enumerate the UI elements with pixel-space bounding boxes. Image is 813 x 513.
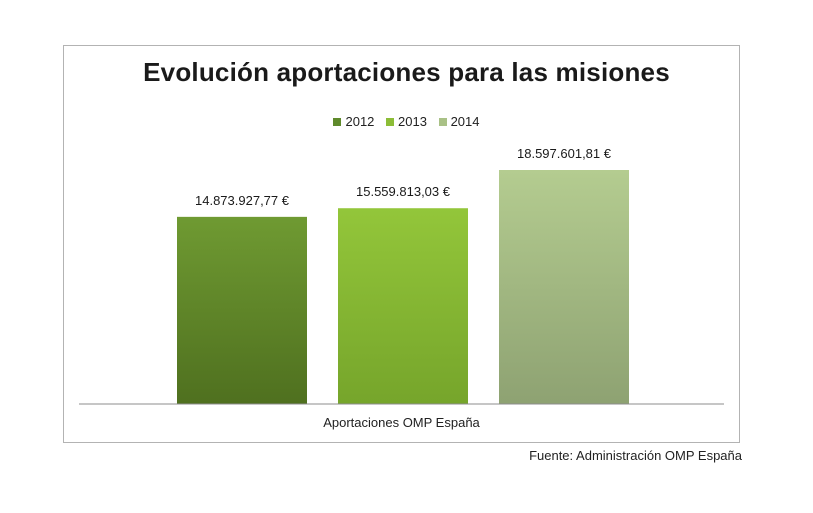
bar-2013 [338, 208, 468, 404]
source-note: Fuente: Administración OMP España [529, 448, 742, 463]
data-label-2012: 14.873.927,77 € [195, 193, 290, 208]
labels-group: 14.873.927,77 € 15.559.813,03 € 18.597.601… [195, 146, 612, 208]
legend-swatch-2014 [438, 118, 447, 127]
legend: 2012 2013 2014 [0, 113, 813, 129]
legend-item-2014: 2014 [438, 114, 480, 130]
bar-2014 [499, 170, 629, 404]
bar-2012 [177, 216, 307, 404]
category-label: Aportaciones OMP España [323, 415, 480, 430]
bars-group [177, 170, 629, 404]
data-label-2013: 15.559.813,03 € [356, 184, 451, 199]
legend-label-2014: 2014 [450, 114, 480, 130]
legend-label-2013: 2013 [398, 114, 427, 130]
chart-title: Evolución aportaciones para las misiones [143, 57, 670, 87]
legend-label-2012: 2012 [345, 114, 375, 130]
legend-swatch-2013 [386, 118, 395, 127]
legend-item-2013: 2013 [386, 114, 427, 129]
legend-swatch-2012 [333, 118, 342, 127]
legend-item-2012: 2012 [333, 114, 374, 129]
data-label-2014: 18.597.601,81 € [517, 146, 612, 161]
